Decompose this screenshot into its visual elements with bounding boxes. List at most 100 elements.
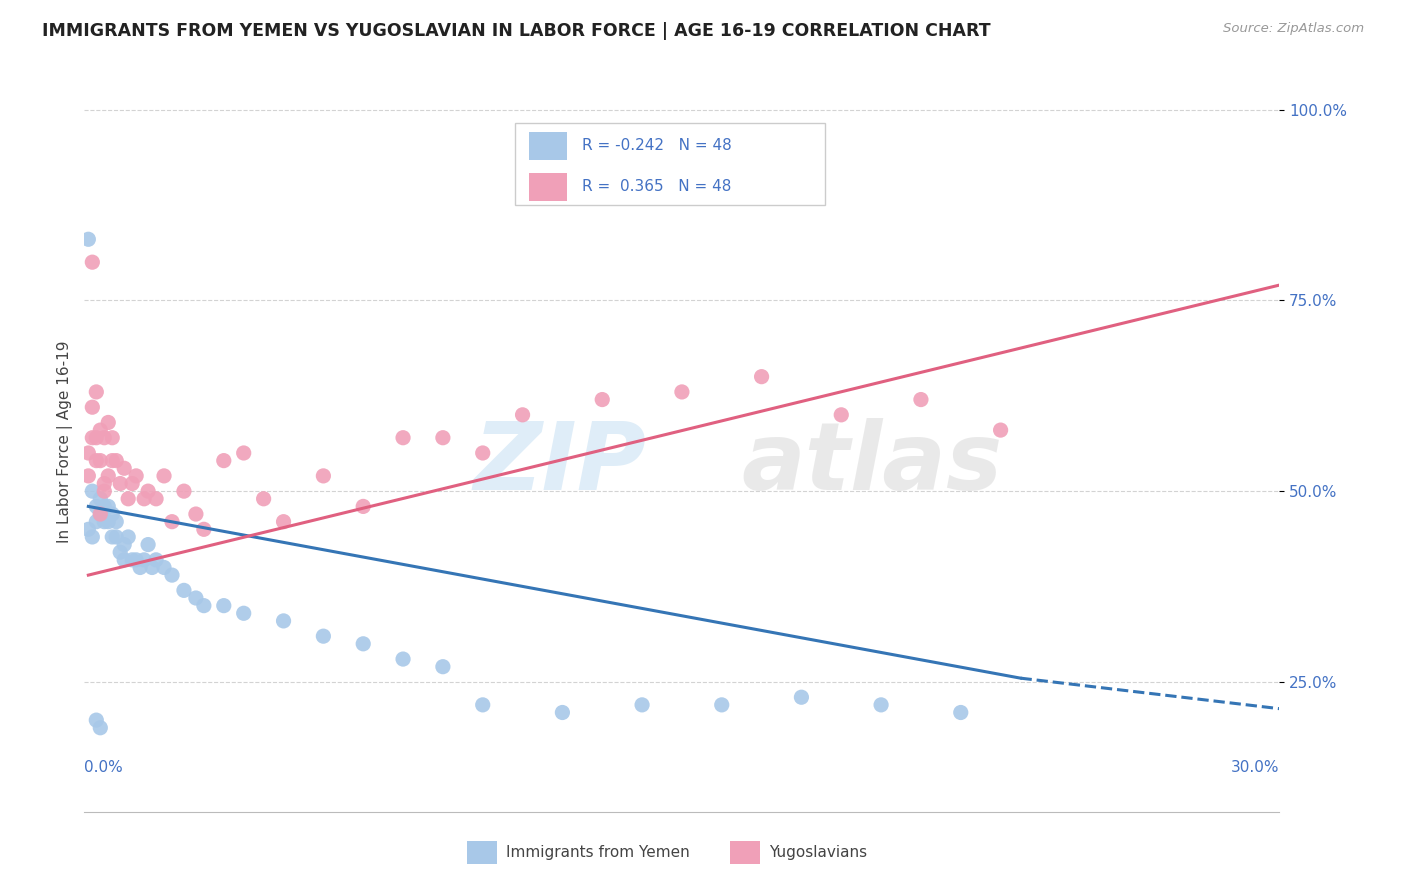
Point xyxy=(77,469,100,483)
Text: IMMIGRANTS FROM YEMEN VS YUGOSLAVIAN IN LABOR FORCE | AGE 16-19 CORRELATION CHAR: IMMIGRANTS FROM YEMEN VS YUGOSLAVIAN IN … xyxy=(42,22,991,40)
Point xyxy=(105,453,128,467)
Point xyxy=(212,599,235,613)
Point xyxy=(93,431,115,445)
Point xyxy=(193,599,215,613)
Text: Source: ZipAtlas.com: Source: ZipAtlas.com xyxy=(1223,22,1364,36)
Point xyxy=(253,491,276,506)
Point xyxy=(125,553,148,567)
Text: Immigrants from Yemen: Immigrants from Yemen xyxy=(506,845,690,860)
Point xyxy=(184,591,207,605)
Point xyxy=(990,423,1012,437)
Point xyxy=(86,431,108,445)
Point xyxy=(212,453,235,467)
Point xyxy=(141,560,163,574)
Point xyxy=(132,491,156,506)
Point xyxy=(125,469,148,483)
Point xyxy=(101,507,124,521)
Point xyxy=(432,431,454,445)
Point xyxy=(471,698,494,712)
Point xyxy=(273,614,295,628)
Point xyxy=(121,476,143,491)
Y-axis label: In Labor Force | Age 16-19: In Labor Force | Age 16-19 xyxy=(58,340,73,543)
Bar xyxy=(529,132,567,160)
Text: 30.0%: 30.0% xyxy=(1232,760,1279,775)
Text: atlas: atlas xyxy=(742,417,1002,509)
Point xyxy=(93,476,115,491)
Point xyxy=(110,545,132,559)
Point xyxy=(631,698,654,712)
Point xyxy=(591,392,613,407)
Point xyxy=(184,507,207,521)
Point xyxy=(551,706,574,720)
Point xyxy=(112,553,135,567)
Point xyxy=(97,500,120,514)
Point xyxy=(910,392,932,407)
Point xyxy=(93,500,115,514)
Point xyxy=(160,515,183,529)
Point xyxy=(136,538,159,552)
Point xyxy=(105,530,128,544)
Point xyxy=(89,721,111,735)
Point xyxy=(136,484,159,499)
Point xyxy=(312,629,335,643)
Point xyxy=(132,553,156,567)
Bar xyxy=(730,841,759,863)
Point xyxy=(160,568,183,582)
Point xyxy=(949,706,972,720)
Point xyxy=(105,515,128,529)
Point xyxy=(93,515,115,529)
Bar xyxy=(515,123,825,204)
Point xyxy=(145,491,167,506)
Point xyxy=(89,453,111,467)
Point xyxy=(97,469,120,483)
Point xyxy=(193,522,215,536)
Point xyxy=(790,690,813,705)
Point xyxy=(82,400,104,414)
Point xyxy=(101,530,124,544)
Point xyxy=(432,659,454,673)
Point xyxy=(86,515,108,529)
Point xyxy=(173,583,195,598)
Point xyxy=(77,522,100,536)
Text: R =  0.365   N = 48: R = 0.365 N = 48 xyxy=(582,179,731,194)
Text: Yugoslavians: Yugoslavians xyxy=(769,845,868,860)
Point xyxy=(312,469,335,483)
Text: ZIP: ZIP xyxy=(474,417,647,509)
Point xyxy=(830,408,852,422)
Point xyxy=(82,530,104,544)
Point xyxy=(112,538,135,552)
Point xyxy=(93,484,115,499)
Bar xyxy=(467,841,496,863)
Point xyxy=(352,500,374,514)
Point xyxy=(471,446,494,460)
Point xyxy=(121,553,143,567)
Point xyxy=(870,698,893,712)
Point xyxy=(82,484,104,499)
Point xyxy=(101,431,124,445)
Point xyxy=(117,491,139,506)
Point xyxy=(89,507,111,521)
Point xyxy=(77,446,100,460)
Point xyxy=(512,408,534,422)
Point xyxy=(89,423,111,437)
Point xyxy=(97,416,120,430)
Point xyxy=(89,507,111,521)
Point xyxy=(352,637,374,651)
Text: R = -0.242   N = 48: R = -0.242 N = 48 xyxy=(582,138,731,153)
Point xyxy=(86,453,108,467)
Point xyxy=(153,560,176,574)
Point xyxy=(173,484,195,499)
Point xyxy=(97,515,120,529)
Point xyxy=(117,530,139,544)
Point xyxy=(710,698,733,712)
Point xyxy=(273,515,295,529)
Point xyxy=(86,500,108,514)
Point xyxy=(82,431,104,445)
Point xyxy=(86,384,108,399)
Point xyxy=(110,476,132,491)
Point xyxy=(392,431,415,445)
Point xyxy=(232,446,254,460)
Point xyxy=(101,453,124,467)
Bar xyxy=(529,173,567,201)
Point xyxy=(751,369,773,384)
